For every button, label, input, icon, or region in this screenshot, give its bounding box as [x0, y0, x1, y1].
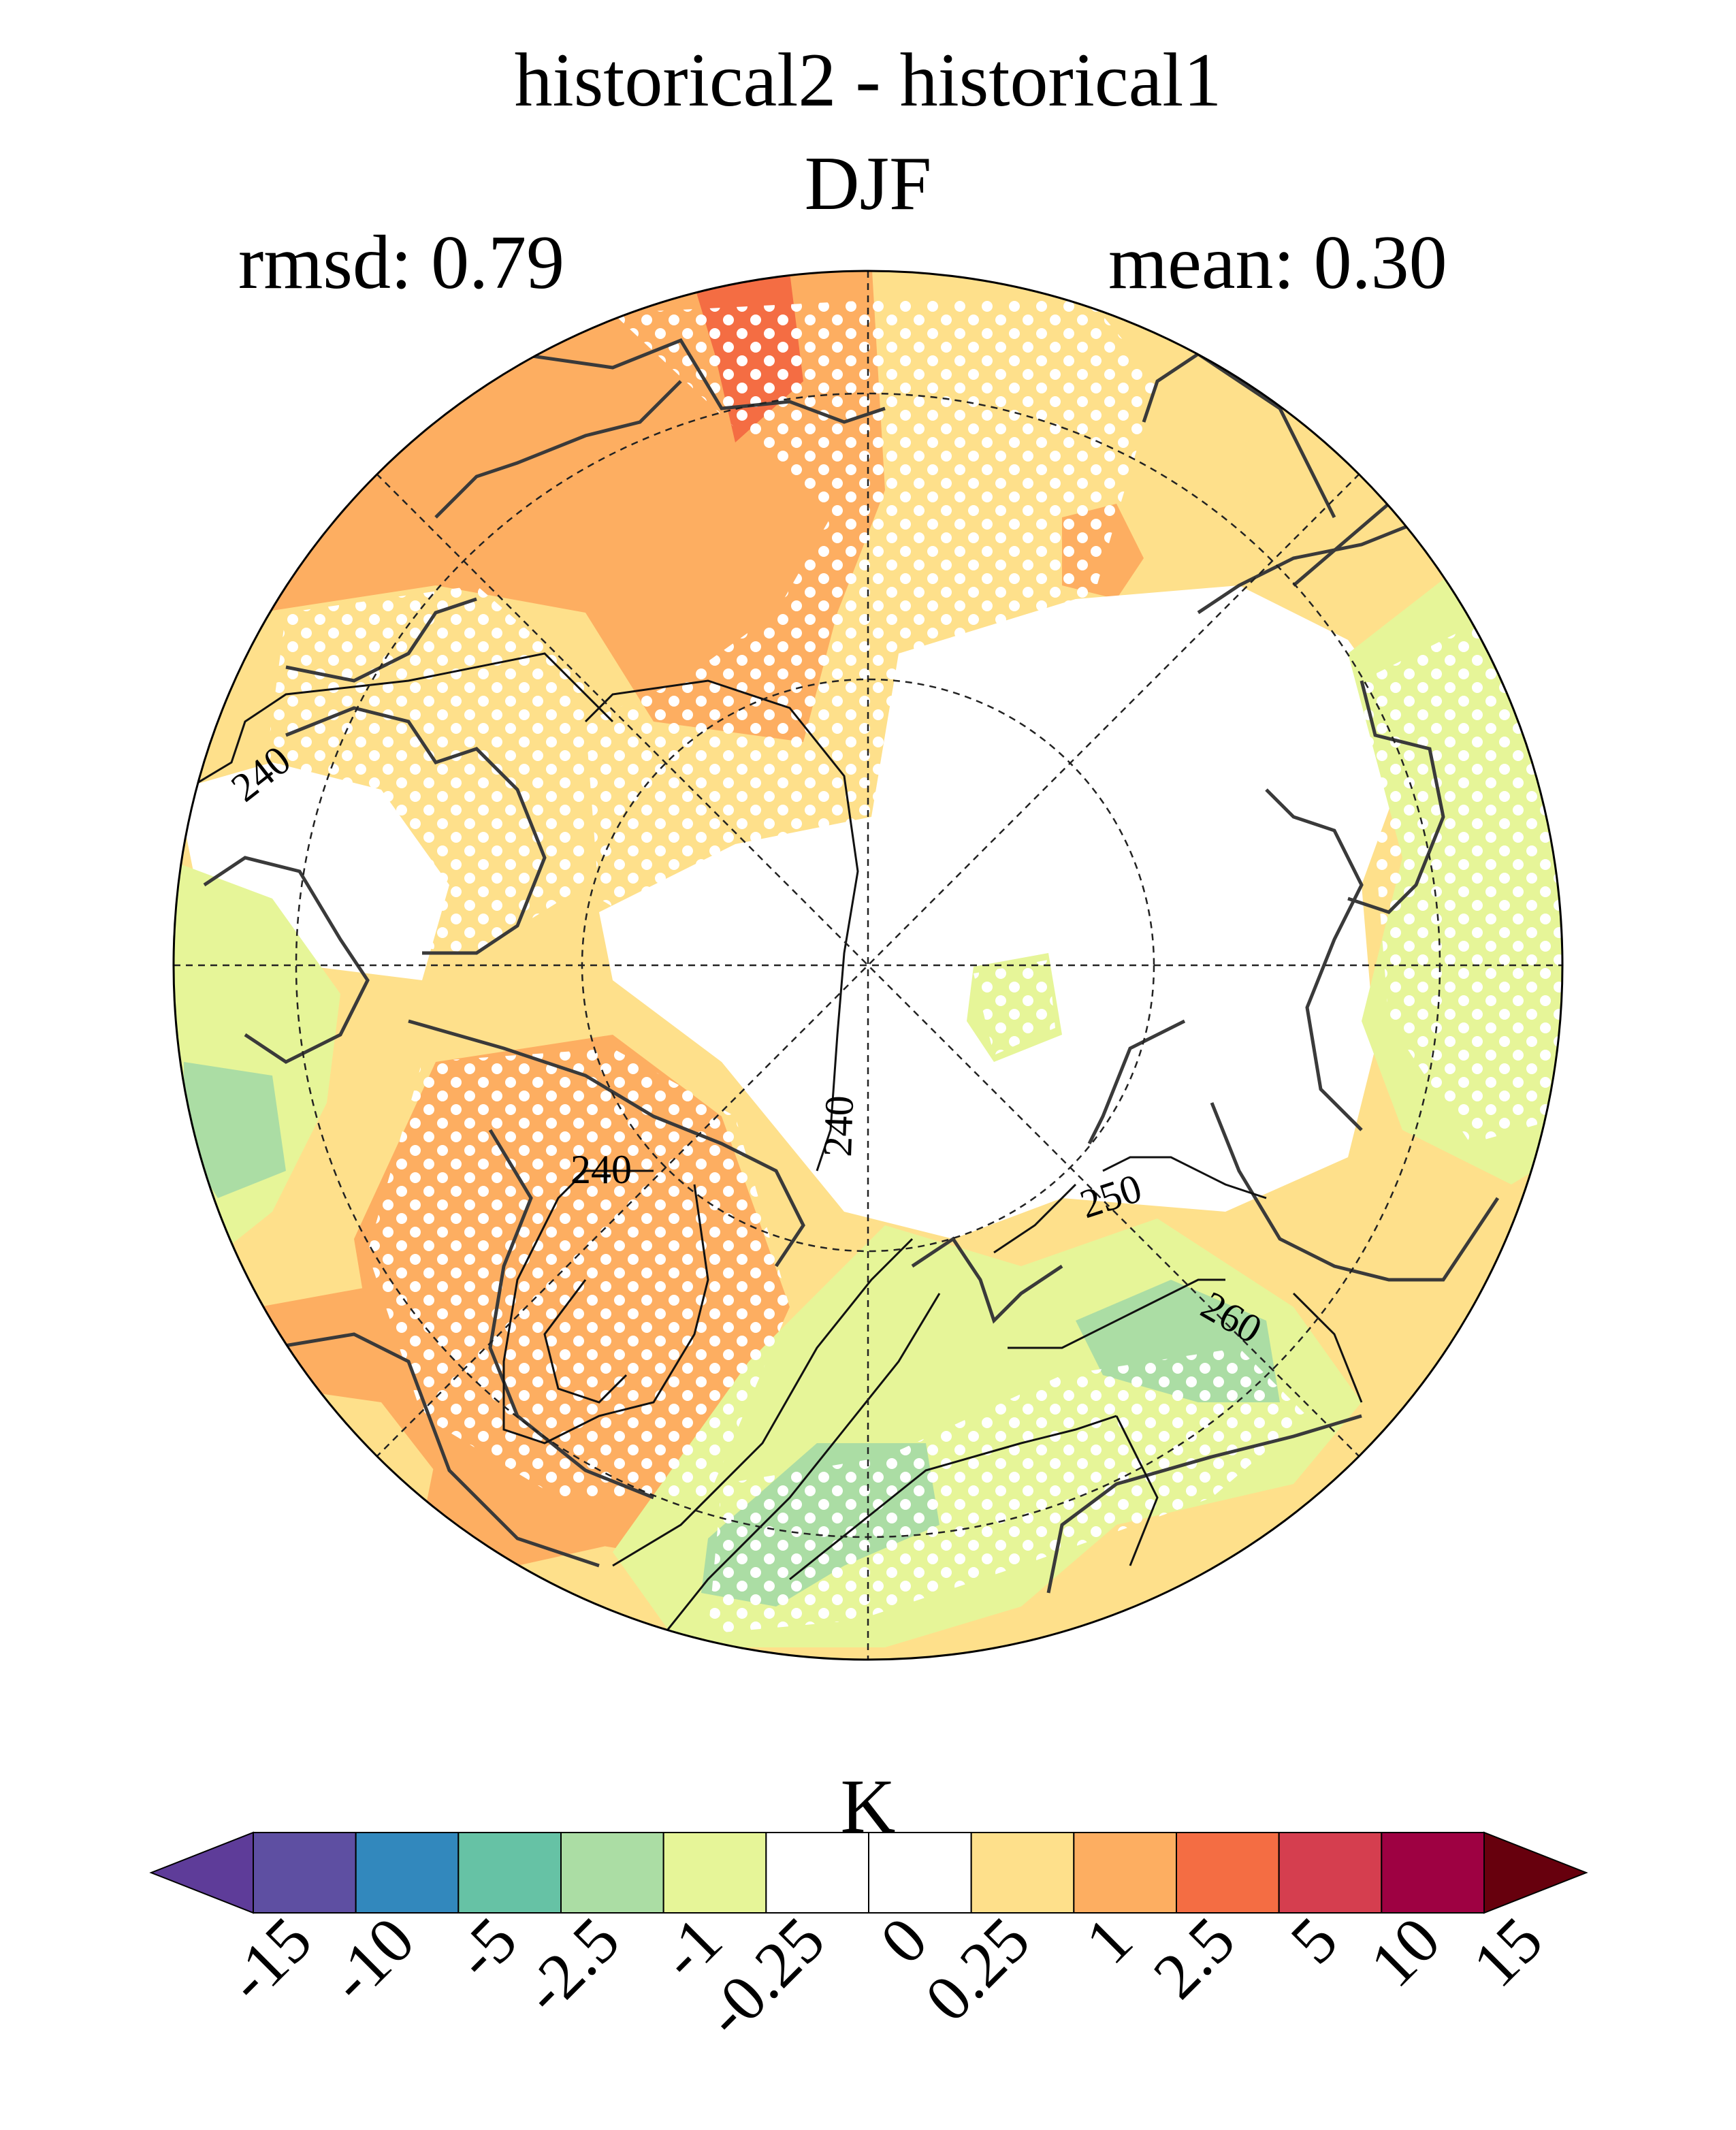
- contour-label-240-asia: 240: [570, 1147, 632, 1192]
- colorbar-box: [355, 1832, 460, 1914]
- contour-label-240-center: 240: [815, 1095, 862, 1157]
- coastlines: [203, 338, 1500, 1594]
- colorbar: [149, 1831, 1588, 1914]
- colorbar-tick-label: -2.5: [509, 1903, 633, 2027]
- colorbar-tick-label: 15: [1458, 1903, 1556, 2001]
- field-region-green-west: [184, 1062, 286, 1198]
- graticule: [174, 271, 1562, 1660]
- colorbar-box: [970, 1832, 1075, 1914]
- stipple-asia: [368, 1048, 790, 1498]
- colorbar-box: [662, 1832, 767, 1914]
- stipple-center: [974, 960, 1055, 1055]
- colorbar-tick-label: -15: [212, 1903, 325, 2016]
- mean-label: mean: 0.30: [1108, 221, 1447, 305]
- colorbar-tick-label: 5: [1276, 1903, 1351, 1978]
- colorbar-box: [560, 1832, 664, 1914]
- colorbar-tick-label: -10: [315, 1903, 428, 2016]
- colorbar-box: [765, 1832, 870, 1914]
- colorbar-tick-labels: -15-10 -5-2.5 -1-0.25 00.25 12.5 5 10 15: [212, 1903, 1556, 2050]
- colorbar-box: [253, 1832, 357, 1914]
- colorbar-box: [1176, 1832, 1280, 1914]
- colorbar-box: [457, 1832, 562, 1914]
- field-region-white-pole: [599, 585, 1416, 1239]
- colorbar-box: [868, 1832, 972, 1914]
- colorbar-tick-label: 0.25: [911, 1903, 1043, 2035]
- colorbar-units-label: K: [840, 1764, 896, 1849]
- colorbar-extend-high: [1483, 1831, 1588, 1914]
- stipple-north: [585, 300, 1157, 939]
- colorbar-tick-label: -0.25: [690, 1903, 838, 2050]
- colorbar-tick-label: 10: [1356, 1903, 1454, 2001]
- colorbar-box: [1073, 1832, 1178, 1914]
- stipple-west: [259, 585, 585, 953]
- stipple-south: [708, 1348, 1307, 1634]
- rmsd-label: rmsd: 0.79: [238, 221, 565, 305]
- colorbar-tick-label: 1: [1072, 1903, 1146, 1978]
- figure-title: historical2 - historical1: [514, 38, 1222, 123]
- season-label: DJF: [804, 142, 932, 226]
- colorbar-box: [1278, 1832, 1383, 1914]
- map-field: [174, 271, 1562, 1660]
- colorbar-box: [1381, 1832, 1485, 1914]
- map-border: [172, 270, 1564, 1661]
- contour-lines: [174, 652, 1363, 1648]
- colorbar-tick-label: 2.5: [1139, 1903, 1249, 2012]
